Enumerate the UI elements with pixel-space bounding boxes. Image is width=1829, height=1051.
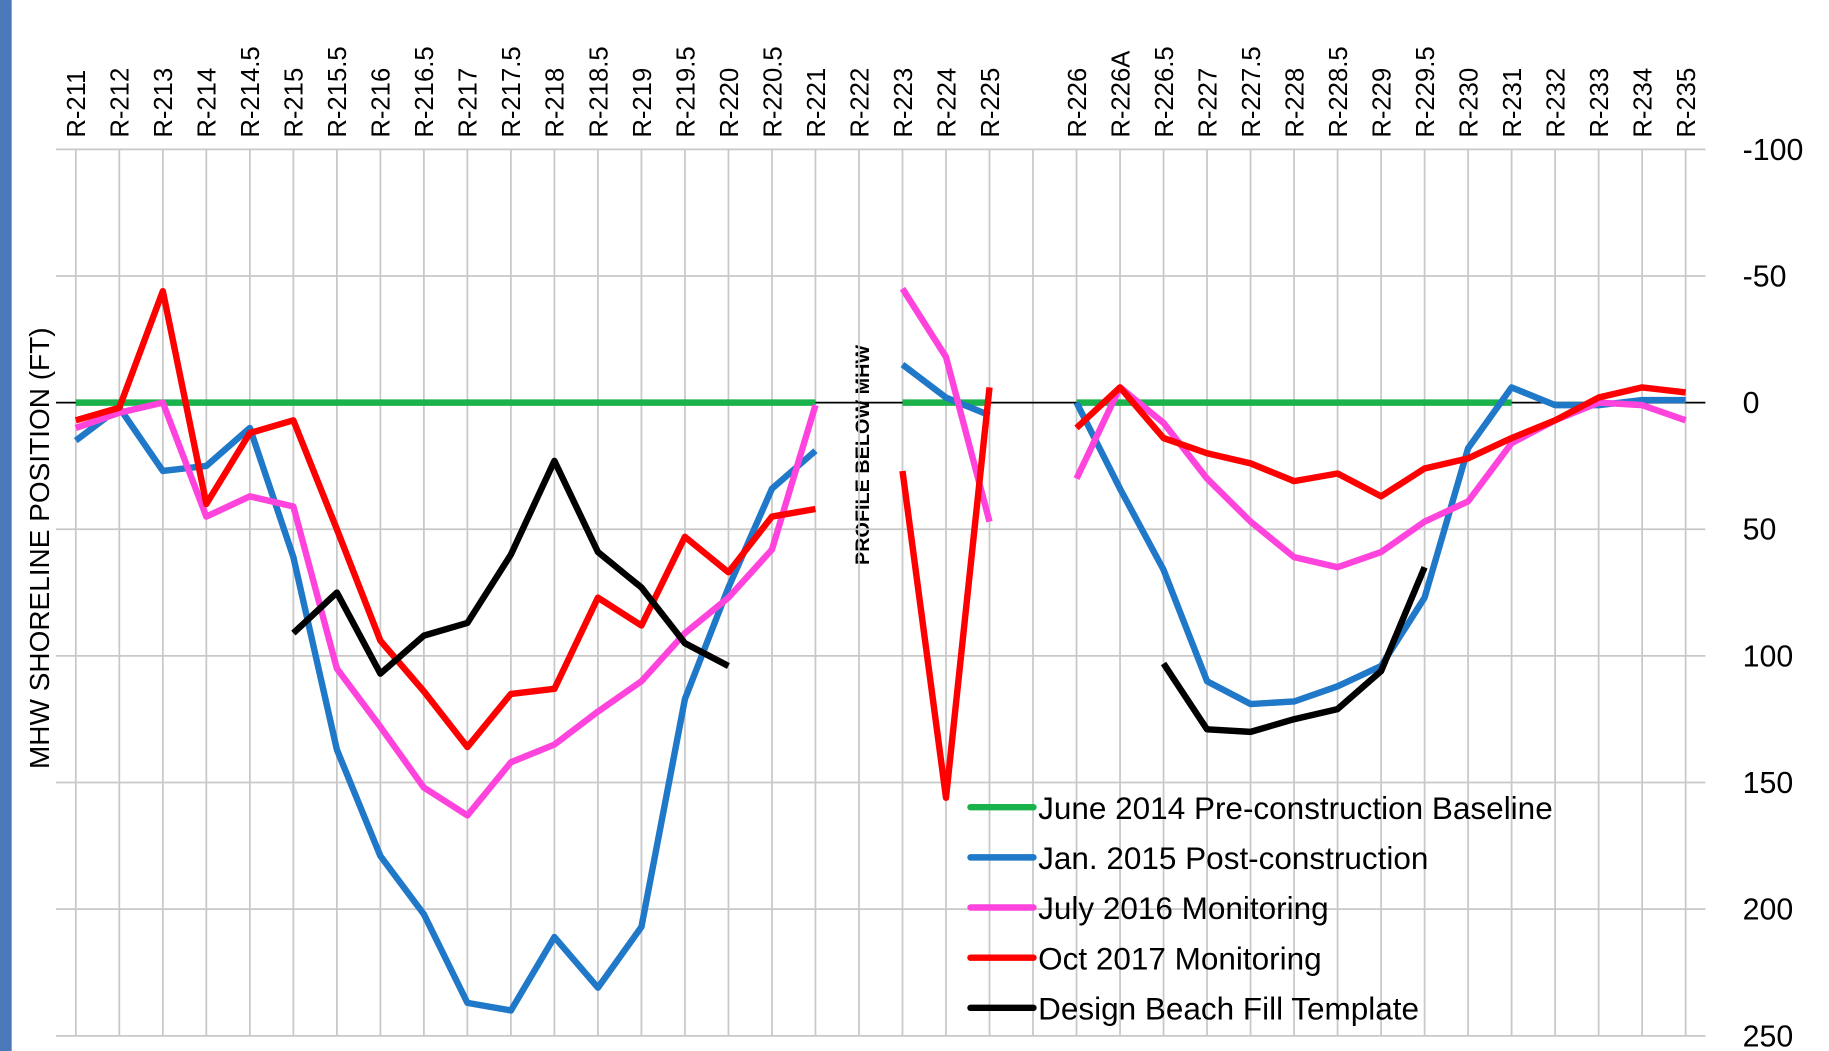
legend-label: Design Beach Fill Template <box>1038 990 1419 1026</box>
x-tick-label: R-217 <box>455 68 483 138</box>
y-tick-label: 200 <box>1743 894 1794 927</box>
x-tick-label: R-227.5 <box>1238 46 1266 137</box>
x-tick-label: R-234 <box>1629 68 1657 138</box>
x-tick-label: R-215.5 <box>324 46 352 137</box>
y-tick-label: 50 <box>1743 514 1777 547</box>
legend-label: July 2016 Monitoring <box>1038 890 1329 926</box>
x-tick-label: R-213 <box>150 68 178 138</box>
series-line <box>74 287 1687 801</box>
legend-label: Oct 2017 Monitoring <box>1038 940 1322 976</box>
x-tick-label: R-214.5 <box>237 46 265 137</box>
x-tick-label: R-235 <box>1673 68 1701 138</box>
series-line <box>291 457 1428 736</box>
x-tick-label: R-219.5 <box>672 46 700 137</box>
x-tick-label: R-226 <box>1064 68 1092 138</box>
x-tick-label: R-220.5 <box>759 46 787 137</box>
legend-label: Jan. 2015 Post-construction <box>1038 840 1428 876</box>
x-tick-label: R-218.5 <box>585 46 613 137</box>
y-tick-label: 250 <box>1743 1020 1794 1051</box>
x-tick-label: R-226A <box>1107 50 1135 138</box>
y-tick-label: 100 <box>1743 640 1794 673</box>
x-tick-label: R-215 <box>281 68 309 138</box>
y-axis-title: MHW SHORELINE POSITION (FT) <box>24 327 55 769</box>
x-tick-label: R-220 <box>716 68 744 138</box>
x-tick-label: R-224 <box>933 68 961 138</box>
x-tick-label: R-218 <box>542 68 570 138</box>
y-tick-label: 0 <box>1743 387 1760 420</box>
x-tick-label: R-221 <box>803 68 831 138</box>
y-tick-label: 150 <box>1743 767 1794 800</box>
x-tick-label: R-222 <box>846 68 874 138</box>
x-tick-label: R-229.5 <box>1412 46 1440 137</box>
x-tick-label: R-214 <box>194 68 222 138</box>
x-tick-label: R-227 <box>1194 68 1222 138</box>
x-tick-label: R-225 <box>977 68 1005 138</box>
x-tick-label: R-211 <box>63 70 91 138</box>
x-tick-label: R-228.5 <box>1325 46 1353 137</box>
x-tick-label: R-233 <box>1586 68 1614 138</box>
x-tick-label: R-223 <box>890 68 918 138</box>
y-tick-label: -50 <box>1743 260 1787 293</box>
x-tick-label: R-219 <box>629 68 657 138</box>
x-tick-label: R-212 <box>107 68 135 138</box>
left-edge-strip <box>0 0 12 1051</box>
x-tick-label: R-229 <box>1368 68 1396 138</box>
x-tick-label: R-216.5 <box>411 46 439 137</box>
x-tick-label: R-232 <box>1542 68 1570 138</box>
x-tick-label: R-226.5 <box>1151 46 1179 137</box>
series-line <box>74 286 1687 819</box>
x-tick-label: R-217.5 <box>498 46 526 137</box>
y-tick-label: -100 <box>1743 134 1804 167</box>
x-tick-label: R-216 <box>368 68 396 138</box>
annotation: PROFILE BELOW MHW <box>852 345 874 565</box>
x-tick-label: R-230 <box>1455 68 1483 138</box>
legend-label: June 2014 Pre-construction Baseline <box>1038 790 1553 826</box>
x-tick-label: R-231 <box>1499 68 1527 138</box>
x-tick-label: R-228 <box>1281 68 1309 138</box>
